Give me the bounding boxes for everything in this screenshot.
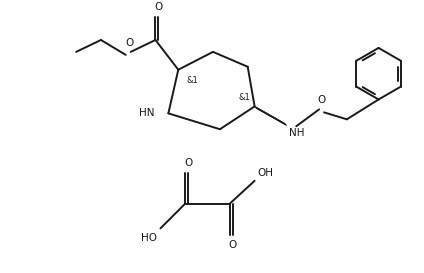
Text: O: O [229,240,237,250]
Text: O: O [126,38,134,48]
Text: HN: HN [139,108,154,118]
Text: &1: &1 [186,76,198,85]
Text: NH: NH [289,128,305,138]
Text: OH: OH [258,168,273,178]
Text: O: O [317,96,325,105]
Text: O: O [184,158,192,168]
Text: HO: HO [142,233,157,243]
Text: O: O [154,2,162,12]
Text: &1: &1 [239,93,251,102]
